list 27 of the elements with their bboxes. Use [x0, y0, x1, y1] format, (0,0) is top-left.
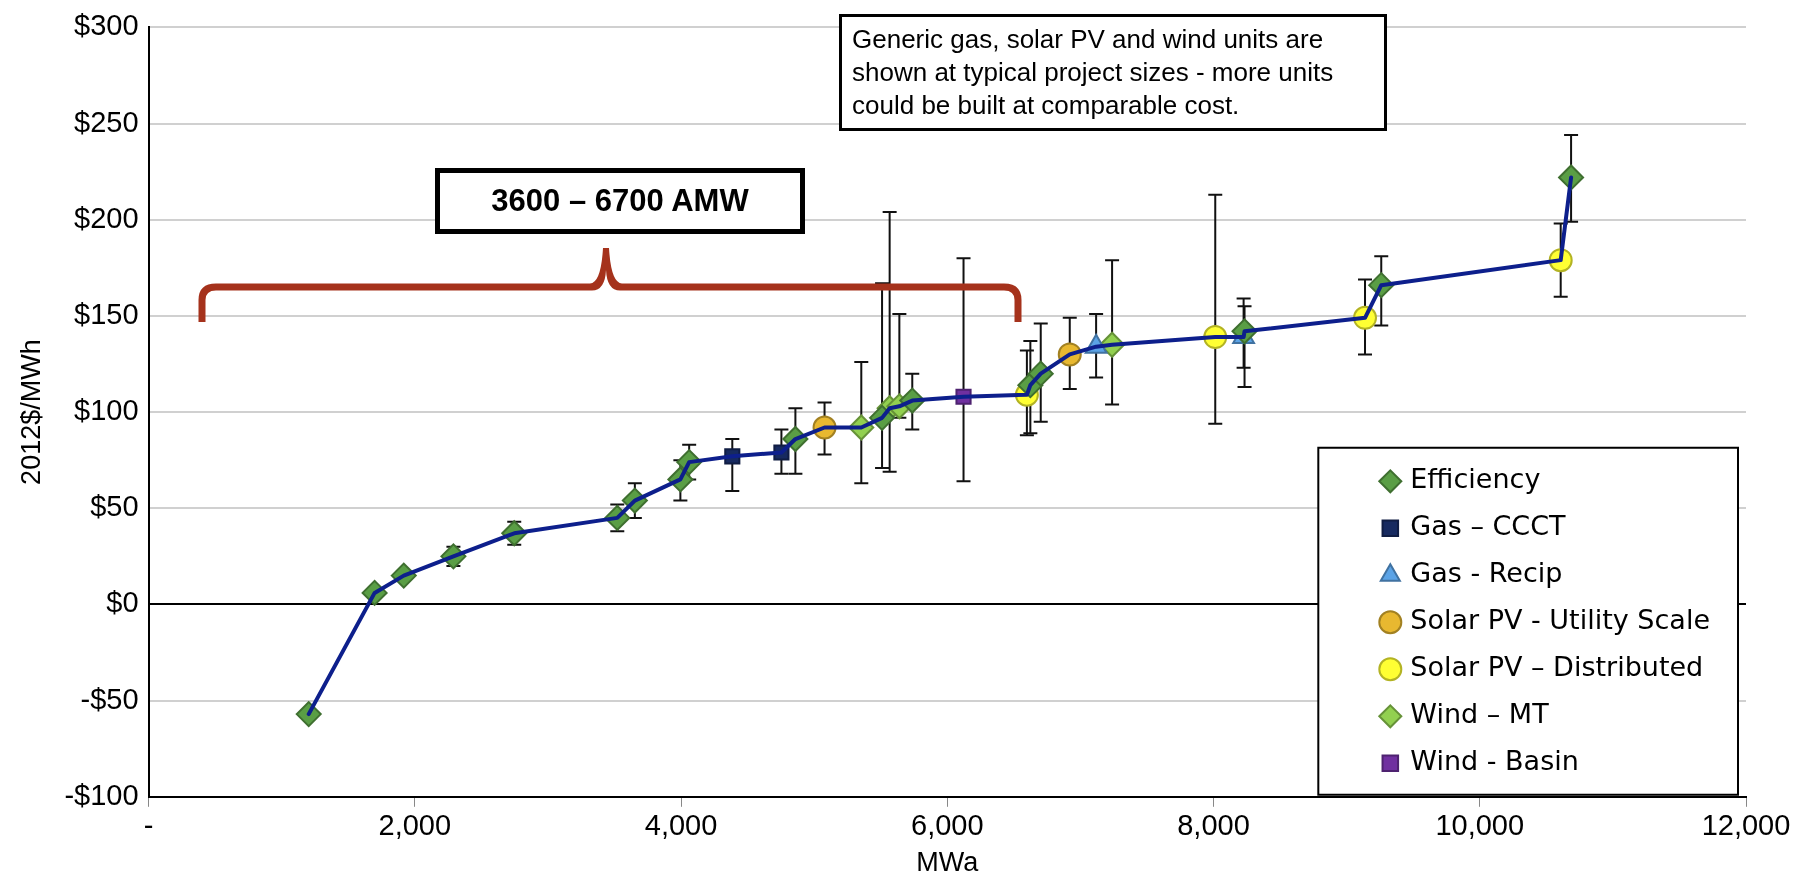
y-tick-label: $100 — [74, 394, 139, 427]
legend-label: Gas - Recip — [1410, 557, 1563, 589]
y-axis-title: 2012$/MWh — [15, 339, 46, 485]
legend-label: Wind - Basin — [1410, 745, 1579, 777]
x-tick-label: 6,000 — [911, 809, 984, 842]
x-tick-label: - — [143, 809, 154, 842]
x-axis-title: MWa — [916, 847, 980, 878]
x-tick-label: 2,000 — [378, 809, 452, 842]
legend-label: Wind – MT — [1410, 698, 1550, 730]
y-tick-label: -$50 — [80, 682, 139, 715]
y-tick-label: $0 — [106, 586, 139, 619]
y-tick-label: $50 — [90, 490, 139, 523]
legend-label: Efficiency — [1410, 463, 1541, 495]
callout-box: 3600 – 6700 AMW — [435, 168, 805, 234]
x-tick-label: 10,000 — [1435, 809, 1525, 842]
x-tick-label: 12,000 — [1701, 809, 1791, 842]
x-tick-label: 8,000 — [1177, 809, 1250, 842]
x-tick-label: 4,000 — [644, 809, 718, 842]
y-tick-label: $200 — [74, 201, 139, 234]
y-tick-label: $300 — [74, 9, 139, 42]
legend-label: Solar PV - Utility Scale — [1410, 604, 1711, 636]
legend-label: Gas – CCCT — [1410, 510, 1567, 542]
y-tick-label: $150 — [74, 297, 139, 330]
callout-box: Generic gas, solar PV and wind units are shown at typical project sizes - more units could be built at comparable cost. — [839, 14, 1387, 131]
y-tick-label: $250 — [74, 105, 139, 138]
legend-label: Solar PV – Distributed — [1410, 651, 1704, 683]
y-tick-label: -$100 — [64, 778, 139, 811]
